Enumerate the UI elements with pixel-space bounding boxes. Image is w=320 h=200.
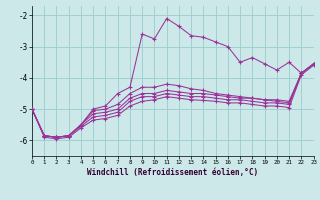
X-axis label: Windchill (Refroidissement éolien,°C): Windchill (Refroidissement éolien,°C) xyxy=(87,168,258,177)
